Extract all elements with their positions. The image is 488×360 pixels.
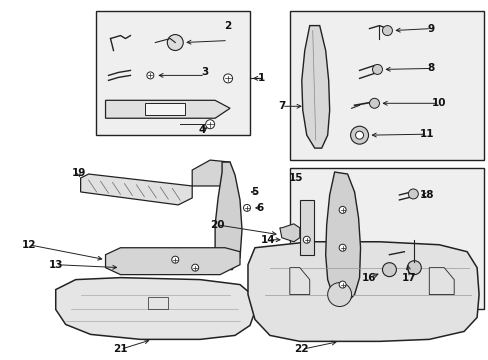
Polygon shape xyxy=(105,248,240,275)
Text: 2: 2 xyxy=(224,21,231,31)
Text: 21: 21 xyxy=(113,345,127,354)
Text: 19: 19 xyxy=(71,168,86,178)
Bar xyxy=(289,11,483,160)
Polygon shape xyxy=(81,174,192,205)
Circle shape xyxy=(303,236,309,243)
Circle shape xyxy=(372,64,382,75)
Polygon shape xyxy=(145,103,185,115)
Text: 5: 5 xyxy=(251,187,258,197)
Polygon shape xyxy=(215,162,242,270)
Bar xyxy=(299,200,313,255)
Circle shape xyxy=(167,35,183,50)
Text: 12: 12 xyxy=(21,240,36,250)
Polygon shape xyxy=(247,242,478,341)
Circle shape xyxy=(350,126,368,144)
Circle shape xyxy=(146,72,154,79)
Text: 4: 4 xyxy=(198,125,205,135)
Text: 13: 13 xyxy=(48,260,63,270)
Text: 11: 11 xyxy=(419,129,434,139)
Circle shape xyxy=(407,189,417,199)
Polygon shape xyxy=(325,172,360,302)
Circle shape xyxy=(205,120,214,129)
Circle shape xyxy=(339,281,346,288)
Text: 8: 8 xyxy=(427,63,434,73)
Text: 1: 1 xyxy=(258,73,265,84)
Text: 20: 20 xyxy=(209,220,224,230)
Text: 16: 16 xyxy=(362,273,376,283)
Text: 3: 3 xyxy=(201,67,208,77)
Polygon shape xyxy=(279,224,299,242)
Circle shape xyxy=(327,283,351,306)
Polygon shape xyxy=(56,278,254,339)
Circle shape xyxy=(355,131,363,139)
Circle shape xyxy=(407,261,421,275)
Circle shape xyxy=(243,204,250,211)
Text: 6: 6 xyxy=(256,203,263,213)
Bar xyxy=(95,11,249,135)
Text: 18: 18 xyxy=(419,190,434,200)
Bar xyxy=(289,168,483,310)
Circle shape xyxy=(339,206,346,213)
Circle shape xyxy=(191,264,198,271)
Circle shape xyxy=(382,263,396,276)
Bar xyxy=(148,297,168,309)
Text: 17: 17 xyxy=(401,273,416,283)
Circle shape xyxy=(223,74,232,83)
Circle shape xyxy=(171,256,179,263)
Text: 9: 9 xyxy=(427,24,434,33)
Text: 22: 22 xyxy=(294,345,308,354)
Text: 15: 15 xyxy=(288,173,303,183)
Circle shape xyxy=(382,26,392,36)
Circle shape xyxy=(369,98,379,108)
Text: 10: 10 xyxy=(431,98,446,108)
Polygon shape xyxy=(192,160,232,186)
Polygon shape xyxy=(105,100,229,118)
Circle shape xyxy=(339,244,346,251)
Polygon shape xyxy=(301,26,329,148)
Text: 14: 14 xyxy=(260,235,275,245)
Polygon shape xyxy=(428,268,453,294)
Text: 7: 7 xyxy=(278,101,285,111)
Polygon shape xyxy=(289,268,309,294)
